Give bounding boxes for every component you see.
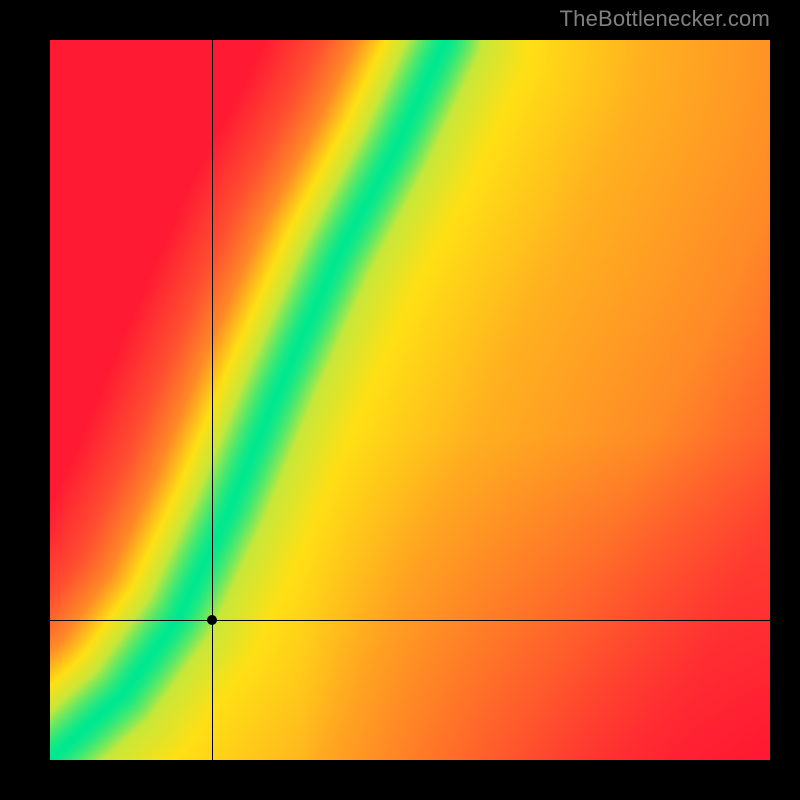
watermark-text: TheBottlenecker.com [560, 6, 770, 32]
data-point-marker [207, 615, 217, 625]
crosshair-horizontal [50, 620, 770, 621]
crosshair-vertical [212, 40, 213, 760]
plot-area [50, 40, 770, 760]
bottleneck-heatmap [50, 40, 770, 760]
